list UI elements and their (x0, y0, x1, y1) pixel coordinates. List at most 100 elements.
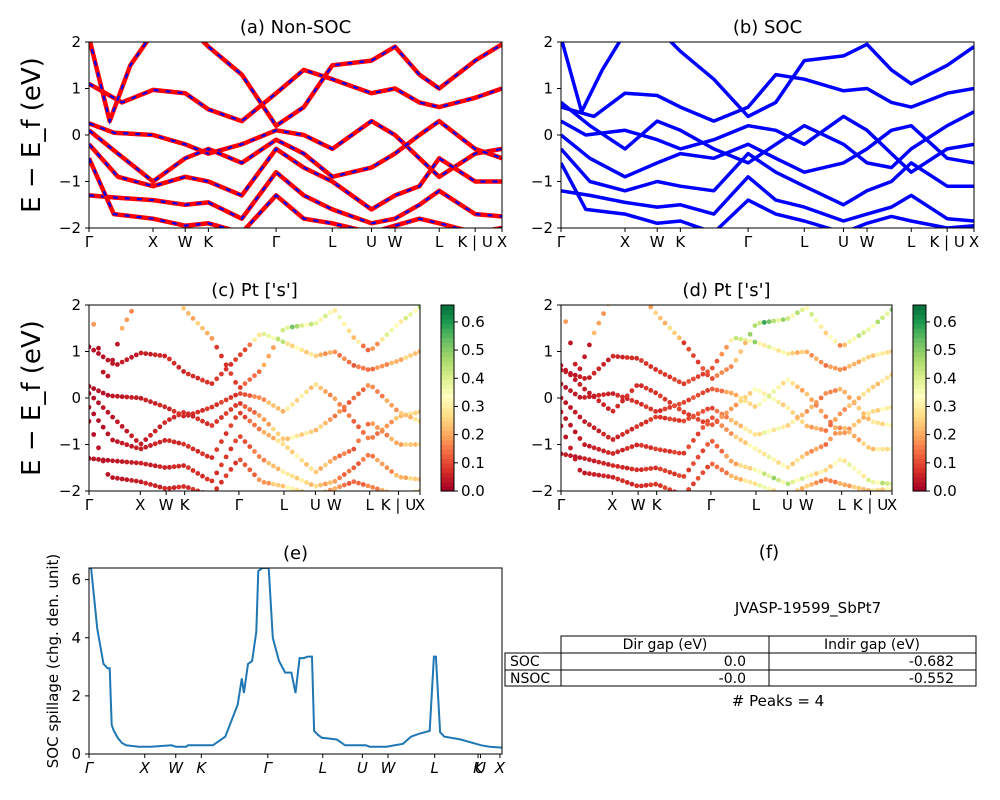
weighted-point (605, 450, 611, 455)
weighted-point (394, 415, 399, 421)
weighted-point (138, 350, 144, 356)
weighted-point (653, 409, 658, 414)
weighted-point (643, 444, 649, 449)
weighted-point (563, 452, 569, 458)
weighted-point (866, 416, 871, 422)
weighted-point (110, 393, 115, 399)
weighted-point (662, 448, 668, 453)
weighted-point (657, 466, 663, 472)
panel-title: (f) (759, 542, 779, 563)
weighted-point (115, 341, 120, 347)
weighted-point (861, 473, 866, 479)
weighted-point (341, 321, 347, 327)
colorbar-segment (913, 477, 926, 483)
weighted-point (285, 445, 290, 451)
weighted-point (266, 400, 272, 405)
y-tick-label: −2 (59, 482, 81, 500)
x-tick-label: X (887, 496, 897, 514)
weighted-point (100, 458, 106, 464)
weighted-point (691, 414, 696, 420)
colorbar-segment (913, 360, 926, 367)
colorbar-segment (441, 467, 454, 473)
weighted-point (842, 458, 848, 464)
weighted-point (223, 454, 229, 460)
weighted-point (591, 425, 597, 431)
weighted-point (657, 393, 663, 399)
weighted-point (266, 460, 272, 466)
weighted-point (308, 385, 314, 391)
weighted-point (195, 409, 201, 415)
weighted-point (856, 405, 862, 411)
weighted-point (204, 330, 210, 336)
weighted-point (672, 403, 677, 409)
colorbar-segment (441, 314, 454, 320)
y-tick-label: 1 (543, 343, 553, 361)
colorbar-segment (441, 370, 454, 376)
x-tick-label: K (203, 233, 214, 251)
weighted-point (115, 419, 120, 425)
weighted-point (195, 416, 201, 422)
weighted-point (176, 463, 182, 469)
weighted-point (351, 418, 357, 424)
weighted-point (332, 455, 338, 461)
weighted-point (691, 438, 696, 443)
weighted-point (752, 432, 758, 437)
weighted-point (256, 477, 262, 483)
weighted-point (280, 483, 286, 489)
y-axis-label: E − E_f (eV) (17, 57, 47, 213)
weighted-point (804, 474, 810, 480)
colorbar-segment (441, 430, 454, 436)
weighted-point (884, 446, 890, 452)
weighted-point (662, 396, 668, 402)
weighted-point (639, 442, 644, 448)
weighted-point (861, 441, 866, 446)
weighted-point (884, 375, 890, 381)
weighted-point (657, 447, 663, 453)
weighted-point (294, 487, 300, 491)
colorbar-tick-label: 0.2 (461, 426, 485, 444)
weighted-point (143, 444, 149, 450)
weighted-point (587, 390, 592, 396)
colorbar-segment (913, 425, 926, 432)
weighted-point (370, 346, 376, 351)
weighted-point (110, 361, 115, 366)
weighted-point (360, 387, 366, 393)
weighted-point (847, 426, 852, 432)
weighted-point (757, 388, 762, 394)
weighted-point (356, 461, 361, 466)
colorbar-segment (441, 472, 454, 478)
weighted-point (648, 466, 654, 471)
weighted-point (624, 480, 630, 485)
weighted-point (728, 417, 734, 423)
weighted-point (237, 352, 243, 358)
weighted-point (91, 432, 97, 437)
colorbar-segment (441, 481, 454, 487)
colorbar-segment (913, 449, 926, 455)
weighted-point (327, 417, 333, 422)
colorbar-segment (441, 425, 454, 432)
weighted-point (304, 322, 309, 328)
weighted-point (780, 317, 786, 322)
table-header-cell: Dir gap (eV) (623, 637, 708, 653)
weighted-point (209, 381, 215, 386)
weighted-point (237, 385, 243, 390)
weighted-point (657, 369, 663, 375)
weighted-point (695, 454, 701, 460)
weighted-point (242, 439, 248, 444)
weighted-point (308, 321, 314, 327)
weighted-point (162, 438, 168, 443)
weighted-point (294, 323, 300, 329)
weighted-point (143, 480, 149, 486)
weighted-point (214, 402, 220, 408)
weighted-point (568, 405, 573, 410)
weighted-point (365, 383, 371, 388)
weighted-point (568, 340, 573, 346)
weighted-point (738, 437, 744, 443)
weighted-point (672, 417, 677, 423)
weighted-point (157, 464, 163, 469)
weighted-point (587, 471, 592, 477)
colorbar-tick-label: 0.6 (461, 313, 485, 331)
weighted-point (332, 478, 338, 484)
weighted-point (124, 459, 130, 465)
weighted-point (105, 431, 111, 437)
